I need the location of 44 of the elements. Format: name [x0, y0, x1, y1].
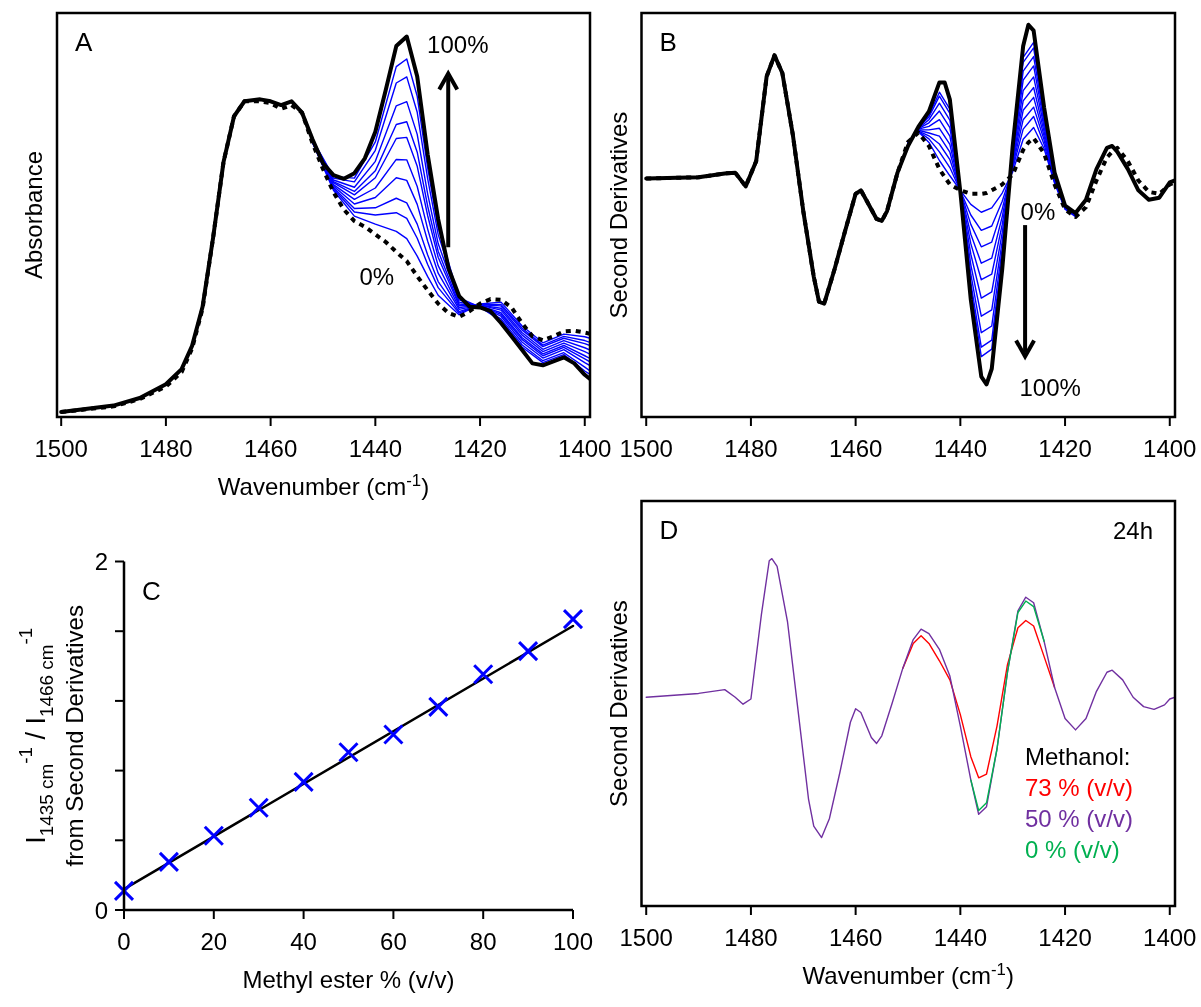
- chart-title: D: [659, 515, 679, 545]
- x-tick-label: 1400: [1143, 924, 1197, 951]
- x-axis-title: Wavenumber (cm$^{-1}$): [802, 959, 1014, 989]
- x-tick-label: 1500: [619, 924, 673, 951]
- text: 0 % (v/v): [1025, 835, 1120, 863]
- x-tick-label: 1420: [1038, 435, 1092, 462]
- x-tick-label: 1400: [1143, 435, 1197, 462]
- x-tick-label: 1480: [724, 435, 778, 462]
- legend-title: Methanol:: [1025, 742, 1131, 770]
- annotation: 0%: [1020, 197, 1056, 225]
- annotation: 0%: [359, 262, 395, 290]
- x-tick-label: 60: [380, 928, 407, 955]
- series-label: 73 % (v/v): [1025, 773, 1134, 801]
- y-axis-title: Absorbance: [19, 150, 47, 280]
- y-axis-title: Second Derivatives: [604, 111, 631, 319]
- x-tick-label: 20: [200, 928, 228, 955]
- x-tick-label: 1500: [619, 435, 673, 462]
- x-tick-label: 1440: [933, 435, 988, 462]
- x-tick-label: 1440: [348, 435, 403, 462]
- x-tick-label: 1420: [453, 435, 507, 462]
- x-tick-label: 100: [552, 928, 594, 955]
- x-tick-label: 1460: [828, 435, 883, 462]
- x-tick-label: 1460: [243, 435, 298, 462]
- text: C: [142, 575, 161, 606]
- series-label: 50 % (v/v): [1025, 804, 1134, 832]
- x-tick-label: 1480: [724, 924, 778, 951]
- x-tick-label: 1440: [933, 924, 988, 951]
- x-tick-label: 80: [469, 928, 497, 955]
- x-axis-title: Wavenumber (cm$^{-1}$): [217, 470, 430, 500]
- chart-title: A: [75, 27, 93, 57]
- x-tick-label: 1420: [1038, 924, 1092, 951]
- annotation: 100%: [427, 30, 489, 58]
- y-tick-label: 2: [94, 548, 108, 575]
- chart-title: B: [659, 27, 677, 57]
- chart-subtitle: 24h: [1112, 517, 1153, 544]
- x-tick-label: 40: [290, 928, 317, 955]
- annotation: 100%: [1019, 373, 1081, 401]
- x-tick-label: 1500: [34, 435, 88, 462]
- x-axis-title: Methyl ester % (v/v): [242, 966, 455, 993]
- x-tick-label: 0: [117, 928, 131, 955]
- x-tick-label: 1400: [558, 435, 612, 462]
- y-axis-title: Second Derivatives: [604, 600, 631, 807]
- x-tick-label: 1460: [828, 924, 883, 951]
- x-tick-label: 1480: [139, 435, 193, 462]
